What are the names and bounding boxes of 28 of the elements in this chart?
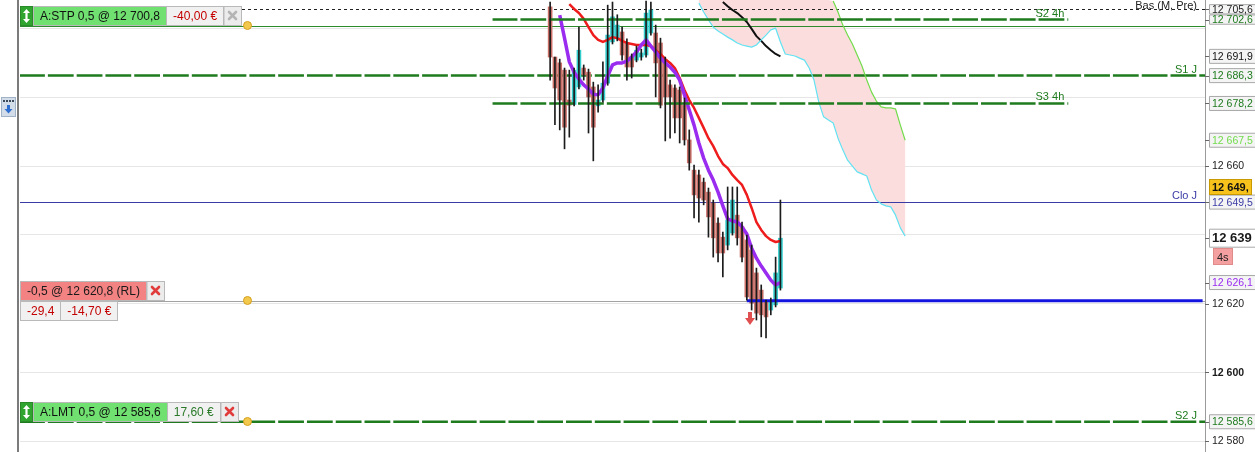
y-tick-label: 12 585,6 [1212,415,1254,428]
annotation: 17,60 € [167,401,221,422]
annotation: -14,70 € [61,300,119,321]
y-tick-label: 12 678,2 [1212,96,1254,109]
y-tick-label: 12 691,9 [1212,49,1254,62]
y-tick-label: 12 660 [1212,159,1245,172]
ref-line-label: S2 J [1174,408,1197,421]
y-tick-label: 12 620 [1212,296,1245,309]
y-tick-label: 12 705,6 [1212,2,1254,15]
annotation: A:LMT 0,5 @ 12 585,6 [33,401,168,422]
annotation: -0,5 @ 12 620,8 (RL) [20,280,147,301]
series-label: S3 4h [1035,90,1065,103]
ref-line-label: Clo J [1171,189,1197,202]
ref-line-label: S1 J [1174,62,1197,75]
annotation: A:STP 0,5 @ 12 700,8 [33,5,168,26]
text: 4s [1213,248,1233,266]
text: 12 649, [1209,179,1252,196]
y-tick-label: 12 667,5 [1212,133,1254,146]
y-tick-label: 12 600 [1212,365,1245,378]
y-tick-label: 12 580 [1212,434,1245,447]
series-label: S2 4h [1035,6,1065,19]
annotation: -40,00 € [167,5,225,26]
y-tick-label: 12 626,1 [1212,275,1254,288]
y-tick-label: 12 639 [1212,230,1252,246]
y-tick-label: 12 649,5 [1212,195,1254,208]
y-tick-label: 12 686,3 [1212,69,1254,82]
ref-line-label: Bas (M, Pre) [1135,0,1197,11]
annotation: -29,4 [20,300,62,321]
